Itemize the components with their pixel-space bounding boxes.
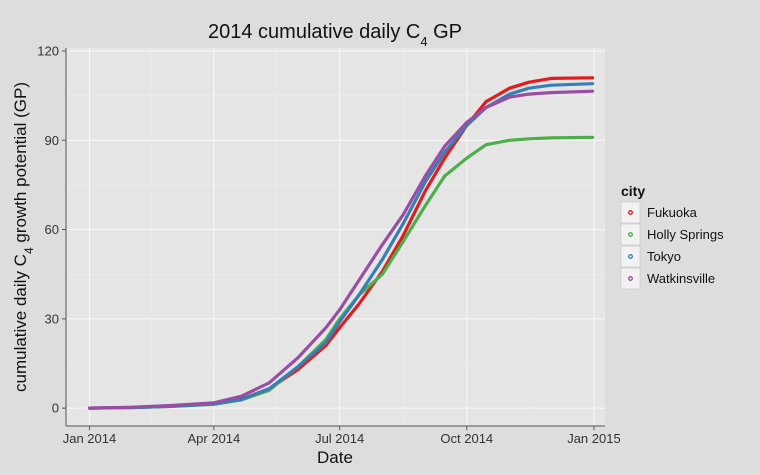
y-tick-label: 90 (45, 133, 59, 148)
legend-marker-watkinsville (628, 276, 633, 281)
x-axis: Jan 2014 Apr 2014 Jul 2014 Oct 2014 Jan 2015 (63, 425, 621, 446)
legend-key-fukuoka (620, 201, 641, 224)
legend-label-watkinsville: Watkinsville (647, 271, 715, 286)
x-tick-label: Apr 2014 (187, 431, 240, 446)
y-tick-label: 120 (37, 43, 59, 58)
legend-marker-fukuoka (628, 210, 633, 215)
x-axis-title: Date (317, 448, 353, 467)
grid (66, 48, 605, 426)
series-line-watkinsville (87, 89, 595, 410)
x-tick-label: Oct 2014 (440, 431, 493, 446)
legend-key-watkinsville (620, 267, 641, 290)
legend-key-tokyo (620, 245, 641, 268)
legend-marker-holly-springs (628, 232, 633, 237)
legend-key-holly-springs (620, 223, 641, 246)
legend-label-tokyo: Tokyo (647, 249, 681, 264)
y-tick-label: 0 (52, 401, 59, 416)
x-tick-label: Jan 2015 (567, 431, 621, 446)
y-axis-title: cumulative daily C4 growth potential (GP… (11, 82, 36, 392)
y-axis: 0 30 60 90 120 (37, 43, 67, 426)
y-tick-label: 60 (45, 222, 59, 237)
x-tick-label: Jan 2014 (63, 431, 117, 446)
chart-title: 2014 cumulative daily C4 GP (208, 21, 462, 49)
legend-marker-tokyo (628, 254, 633, 259)
series-layer (87, 76, 595, 410)
legend-label-fukuoka: Fukuoka (647, 205, 698, 220)
plot-panel (66, 48, 605, 426)
y-tick-label: 30 (45, 311, 59, 326)
legend: city Fukuoka Holly Springs Tokyo Watkinsvil… (620, 183, 724, 290)
legend-label-holly-springs: Holly Springs (647, 227, 724, 242)
legend-title: city (621, 183, 645, 199)
x-tick-label: Jul 2014 (315, 431, 364, 446)
